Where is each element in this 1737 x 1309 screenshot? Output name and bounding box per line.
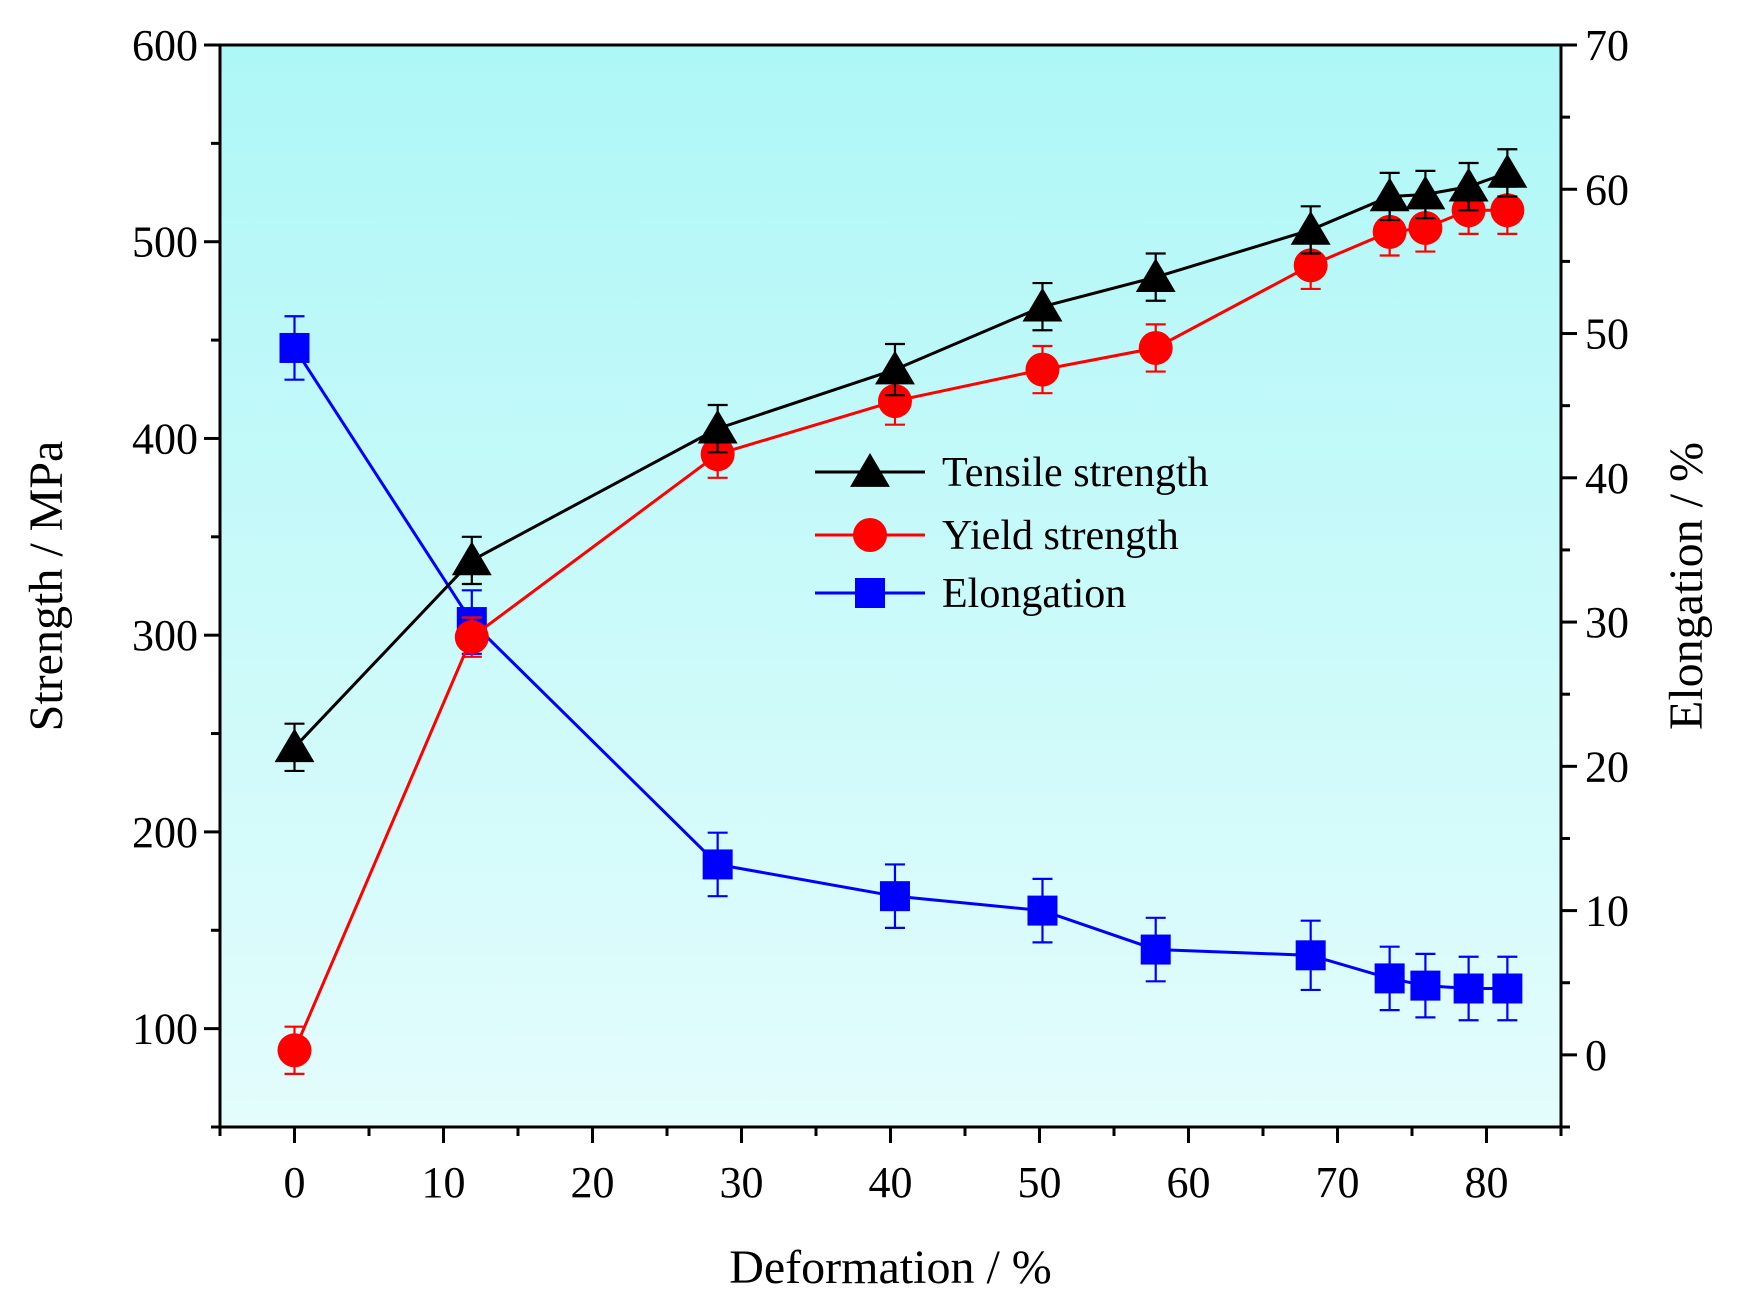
legend-marker-elongation [855,578,885,608]
tensile-strength-point [1290,210,1331,245]
x-tick-label: 30 [720,1158,764,1207]
y2-tick-label: 50 [1585,310,1629,359]
y-tick-label: 600 [132,21,198,70]
tensile-strength-point [697,409,738,444]
x-tick-label: 0 [284,1158,306,1207]
y-tick-label: 200 [132,808,198,857]
yield-strength-point [454,620,489,655]
elongation-point [1453,973,1484,1004]
series-yield-strength [277,185,1525,1075]
x-tick-label: 50 [1018,1158,1062,1207]
yield-strength-point [1293,248,1328,283]
y-axis-title: Strength / MPa [20,441,73,732]
legend-label-yield-strength: Yield strength [942,513,1179,559]
y2-tick-label: 40 [1585,454,1629,503]
y2-tick-label: 60 [1585,165,1629,214]
elongation-point [1027,895,1058,926]
legend-label-elongation: Elongation [942,571,1126,617]
y-tick-label: 400 [132,414,198,463]
elongation-point [1374,963,1405,994]
y2-tick-label: 0 [1585,1031,1607,1080]
legend-marker-tensile-strength [850,453,890,487]
x-tick-label: 20 [571,1158,615,1207]
yield-strength-point [1372,214,1407,249]
x-tick-label: 40 [869,1158,913,1207]
legend: Tensile strength Yield strength Elongation [815,450,1209,617]
x-axis-title: Deformation / % [729,1241,1052,1294]
tensile-strength-point [1022,287,1063,322]
x-tick-label: 10 [422,1158,466,1207]
yield-strength-point [1408,210,1443,245]
y2-tick-label: 30 [1585,598,1629,647]
elongation-point [702,849,733,880]
elongation-point [1295,940,1326,971]
tensile-strength-point [875,350,915,385]
x-tick-label: 80 [1465,1158,1509,1207]
y-tick-label: 500 [132,218,198,267]
y2-tick-label: 20 [1585,742,1629,791]
y-tick-label: 300 [132,611,198,660]
x-tick-label: 70 [1316,1158,1360,1207]
tensile-strength-point [1487,153,1528,188]
elongation-point [879,881,910,912]
tensile-strength-point [1405,175,1446,210]
tensile-strength-point [451,541,492,576]
legend-label-tensile-strength: Tensile strength [942,450,1209,496]
series-tensile-strength [274,148,1528,773]
y-tick-label: 100 [132,1005,198,1054]
yield-strength-point [877,384,912,419]
tensile-strength-point [1448,167,1489,202]
yield-strength-point [1138,330,1173,365]
yield-strength-point [1025,352,1060,387]
series-elongation [279,315,1523,1022]
yield-strength-point [277,1033,312,1068]
y2-tick-label: 10 [1585,887,1629,936]
elongation-point [1492,973,1523,1004]
yield-strength-point [700,437,735,472]
elongation-point [1410,970,1441,1001]
x-tick-label: 60 [1167,1158,1211,1207]
elongation-point [279,332,310,363]
legend-marker-yield-strength [853,518,887,552]
tensile-strength-point [1135,258,1176,292]
y2-tick-label: 70 [1585,21,1629,70]
y2-axis-title: Elongation / % [1660,442,1713,730]
tensile-strength-point [1369,177,1410,212]
plot-background [220,45,1561,1127]
yield-strength-point [1490,193,1525,228]
elongation-point [1140,934,1171,965]
tensile-strength-point [274,728,315,763]
